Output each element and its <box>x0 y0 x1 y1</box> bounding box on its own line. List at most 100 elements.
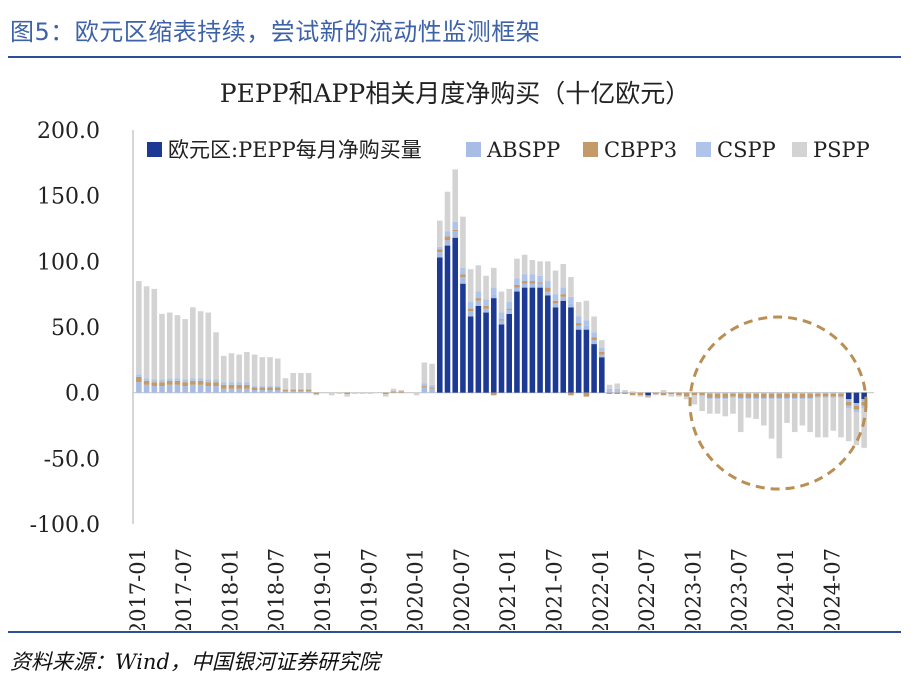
bar-segment <box>460 274 466 278</box>
bar-segment <box>244 351 250 383</box>
x-tick-label: 2023-07 <box>728 548 752 630</box>
bar-segment <box>514 287 520 292</box>
bar-segment <box>267 387 273 391</box>
bar-segment <box>437 252 443 258</box>
bar-segment <box>159 386 165 393</box>
bar-segment <box>815 393 821 397</box>
bar-segment <box>822 397 829 438</box>
bar-segment <box>491 298 497 393</box>
bar-segment <box>205 312 212 380</box>
legend-swatch <box>583 142 598 157</box>
bar-segment <box>784 393 790 398</box>
bar-segment <box>298 388 304 391</box>
bar-segment <box>429 363 435 385</box>
bar-segment <box>552 300 559 304</box>
bar-segment <box>521 283 528 288</box>
bar-segment <box>228 353 235 383</box>
bar-segment <box>483 305 489 309</box>
bar-segment <box>274 386 281 388</box>
bar-segment <box>699 392 705 396</box>
bar-segment <box>768 393 775 398</box>
bar-segment <box>591 344 597 393</box>
bar-segment <box>845 405 852 409</box>
bar-segment <box>606 384 613 389</box>
chart: PEPP和APP相关月度净购买（十亿欧元） 200.0 150.0 100.0 50.… <box>30 79 874 630</box>
bar-segment <box>290 388 296 391</box>
bar-segment <box>259 386 266 388</box>
bar-segment <box>575 302 582 317</box>
bar-segment <box>560 300 567 393</box>
bar-segment <box>151 379 158 383</box>
bar-segment <box>259 387 266 391</box>
bar-segment <box>761 392 767 394</box>
bar-segment <box>452 237 458 393</box>
bar-segment <box>251 387 258 391</box>
bar-segment <box>491 294 497 299</box>
bar-segment <box>622 392 628 394</box>
bar-segment <box>174 380 181 385</box>
bar-segment <box>637 395 644 397</box>
bar-segment <box>745 392 752 394</box>
bar-segment <box>274 358 281 387</box>
bar-segment <box>568 277 574 297</box>
bar-segment <box>491 392 497 396</box>
bar-segment <box>174 315 181 379</box>
bar-segment <box>460 277 466 284</box>
bar-segment <box>213 332 219 380</box>
legend-swatch <box>696 142 711 157</box>
legend-swatch <box>147 142 162 157</box>
bar-segment <box>213 386 219 393</box>
bar-segment <box>136 281 142 375</box>
bar-segment <box>460 267 466 275</box>
x-tick-label: 2019-01 <box>311 548 335 630</box>
bar-segment <box>197 378 204 381</box>
bar-segment <box>761 399 767 426</box>
bar-segment <box>151 288 158 380</box>
bar-segment <box>614 383 621 389</box>
legend-label: 欧元区:PEPP每月净购买量 <box>168 138 422 162</box>
bar-segment <box>506 302 512 309</box>
bar-segment <box>815 392 821 394</box>
bar-segment <box>298 390 304 392</box>
y-tick-label: 0.0 <box>65 382 100 407</box>
bar-segment <box>398 390 404 392</box>
bar-segment <box>344 392 350 394</box>
x-tick-label: 2021-07 <box>543 548 567 630</box>
bar-segment <box>676 395 682 397</box>
bar-segment <box>845 392 852 400</box>
bar-segment <box>568 303 574 308</box>
bar-segment <box>861 405 867 409</box>
bar-segment <box>707 397 713 400</box>
bar-segment <box>768 392 775 394</box>
x-tick-label: 2023-01 <box>681 548 705 630</box>
bar-segment <box>730 393 736 397</box>
bar-segment <box>498 324 505 393</box>
bar-segment <box>166 380 173 385</box>
bar-segment <box>213 379 219 383</box>
bar-segment <box>699 396 705 412</box>
x-tick-label: 2024-01 <box>774 548 798 630</box>
bar-segment <box>521 254 528 275</box>
bar-segment <box>205 382 212 387</box>
bar-segment <box>390 391 397 393</box>
y-tick-label: -100.0 <box>30 513 100 538</box>
bar-segment <box>437 246 443 250</box>
bar-segment <box>807 393 813 398</box>
bar-segment <box>159 379 165 383</box>
bar-segment <box>583 300 590 321</box>
bar-segment <box>236 354 242 383</box>
bar-segment <box>768 399 775 439</box>
bar-segment <box>244 384 250 389</box>
bar-segment <box>452 221 458 230</box>
bar-segment <box>483 299 489 306</box>
bar-segment <box>683 392 690 397</box>
bar-segment <box>560 294 567 297</box>
bar-segment <box>529 260 536 275</box>
header-rule <box>8 56 901 58</box>
bar-segment <box>583 325 590 330</box>
bar-segment <box>714 397 721 400</box>
bar-segment <box>274 387 281 391</box>
x-tick-label: 2022-07 <box>635 548 659 630</box>
bar-segment <box>274 390 281 393</box>
bar-segment <box>660 392 667 396</box>
